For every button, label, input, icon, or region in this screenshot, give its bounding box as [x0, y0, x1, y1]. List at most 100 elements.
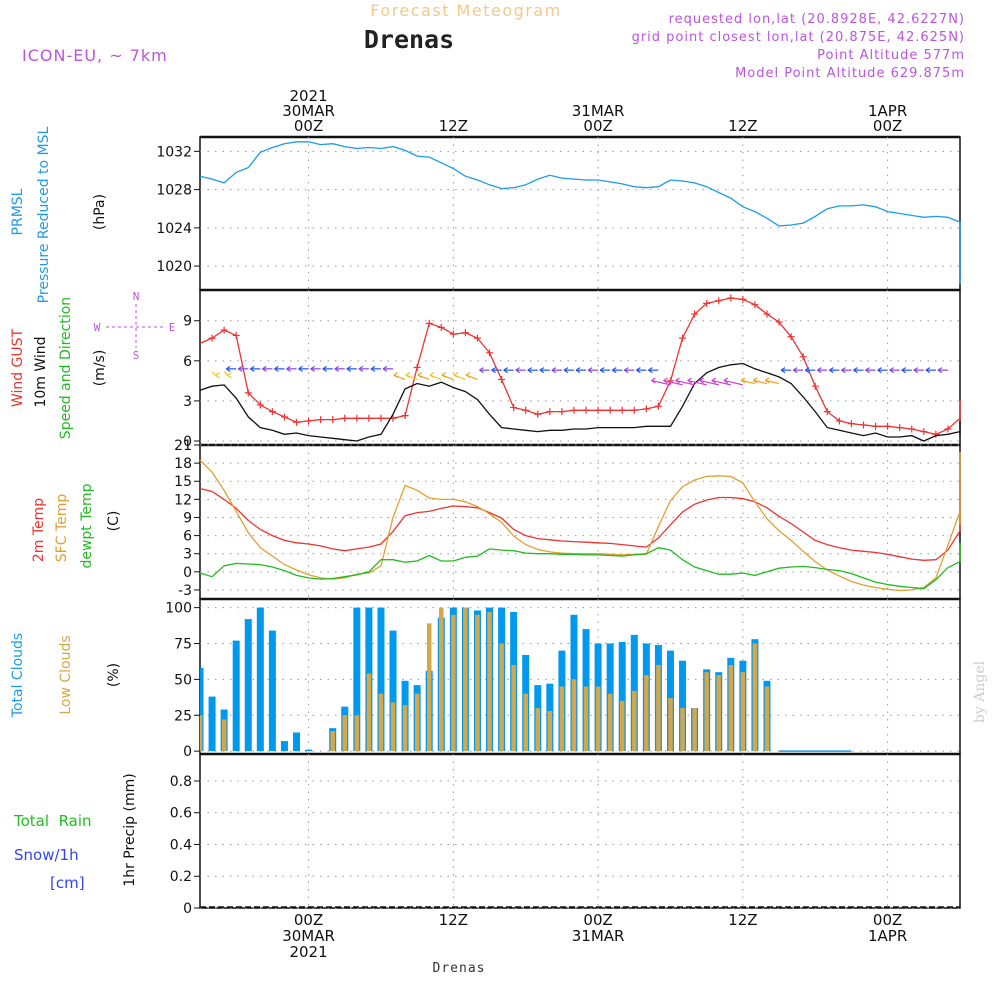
gust-point	[256, 401, 264, 409]
y-tick-label: 0	[183, 434, 192, 450]
gust-point	[847, 420, 855, 428]
wind-arrow	[699, 379, 719, 386]
wind-arrow-head	[651, 377, 656, 384]
wind-arrow-head	[675, 377, 680, 384]
cloud-bar-low	[511, 665, 516, 752]
gust-point	[606, 406, 614, 414]
panel-frame	[199, 753, 961, 909]
gust-point	[654, 402, 662, 410]
compass-e: E	[169, 321, 176, 334]
y-tick-label: 0.4	[170, 837, 192, 853]
wind-arrow	[211, 371, 216, 376]
snow-label: Snow/1h	[14, 846, 79, 864]
cloud-bar-low	[740, 672, 746, 752]
gust-point	[280, 413, 288, 421]
series-line-sfc-temp	[199, 451, 961, 592]
gust-point	[305, 417, 313, 425]
cloud-bar-low	[619, 700, 625, 752]
wind-10m-label: 10m Wind	[33, 336, 49, 407]
wind-arrow-head	[539, 367, 545, 374]
wind-arrow-head	[764, 377, 770, 384]
wind-arrow-head	[370, 365, 376, 372]
total-clouds-label: Total Clouds	[10, 633, 26, 718]
y-tick-label: 50	[174, 672, 192, 688]
wind-arrow-head	[865, 367, 870, 374]
y-tick-label: 15	[174, 474, 192, 490]
y-tick-label: 1020	[156, 259, 192, 275]
cloud-bar-low	[463, 607, 468, 752]
gust-point	[944, 425, 952, 433]
cloud-bar-total	[268, 630, 276, 752]
cloud-bar-low	[583, 686, 589, 752]
panel-frame	[199, 136, 961, 291]
wind-arrow-head	[841, 367, 846, 374]
cloud-bar-low	[414, 693, 420, 752]
cloud-bar-low	[221, 719, 227, 752]
bottom-tick-label: 12Z	[439, 911, 468, 929]
gust-point	[582, 406, 590, 414]
precip-unit-label: 1hr Precip (mm)	[122, 773, 138, 886]
top-tick-label: 31MAR	[572, 102, 625, 120]
y-tick-label: 0	[183, 565, 192, 581]
compass-n: N	[133, 290, 140, 303]
gust-point	[365, 414, 373, 422]
gust-point	[268, 408, 276, 416]
gust-point	[835, 417, 843, 425]
compass-w: W	[94, 321, 101, 334]
gust-point	[473, 334, 481, 342]
gust-point	[799, 353, 807, 361]
cloud-bar-total	[389, 630, 397, 752]
wind-arrow-head	[298, 365, 303, 372]
gust-point	[703, 299, 711, 307]
gust-point	[594, 406, 602, 414]
gust-point	[546, 408, 554, 416]
cloud-bar-total	[293, 732, 301, 752]
gust-point	[534, 410, 542, 418]
footer-location: Drenas	[433, 961, 486, 976]
wind-arrow-head	[804, 367, 810, 374]
y-tick-label: 3	[183, 394, 192, 410]
gust-point	[413, 364, 421, 371]
gust-point	[920, 428, 928, 436]
gust-point	[208, 334, 216, 342]
low-clouds-label: Low Clouds	[58, 635, 74, 714]
wind-arrow-head	[441, 371, 447, 379]
wind-arrow-head	[563, 367, 569, 374]
cloud-bar-low	[451, 614, 456, 752]
temperature-panel: 2m Temp SFC Temp dewpt Temp (C) -3 0 3 6 9 12…	[31, 438, 961, 599]
series-line-2m-temp	[199, 482, 961, 561]
cloud-bar-total	[618, 642, 626, 752]
gust-point	[630, 406, 638, 414]
y-tick-label: 100	[165, 601, 192, 617]
hpa-unit-label: (hPa)	[92, 194, 108, 230]
wind-arrow-head	[405, 371, 411, 379]
top-tick-label: 30MAR	[282, 102, 335, 120]
wind-arrow-head	[752, 377, 758, 384]
model-label: ICON-EU, ~ 7km	[22, 46, 168, 65]
cloud-bar-low	[595, 686, 601, 752]
wind-arrow	[723, 379, 743, 386]
cloud-bar-low	[559, 686, 565, 752]
wind-arrow-head	[853, 367, 858, 374]
gust-point	[401, 412, 409, 420]
cloud-bar-low	[439, 607, 444, 752]
wind-arrow-head	[913, 367, 919, 374]
wind-arrow-head	[491, 367, 496, 374]
gust-point	[449, 330, 457, 338]
gust-point	[293, 418, 301, 426]
wind-arrow-head	[358, 365, 364, 372]
cloud-bar-total	[679, 660, 687, 752]
wind-arrow-head	[465, 371, 471, 379]
wind-arrow-head	[623, 367, 629, 374]
y-tick-label: 0.2	[170, 869, 192, 885]
y-tick-label: 1024	[156, 221, 192, 237]
gust-point	[751, 301, 759, 309]
gust-point	[691, 310, 699, 318]
bottom-tick-label: 30MAR	[282, 927, 335, 945]
pressure-msl-label: Pressure Reduced to MSL	[36, 126, 52, 303]
snow-unit-label: [cm]	[50, 874, 85, 892]
wind-arrow	[765, 379, 780, 385]
top-tick-label: 00Z	[294, 117, 323, 135]
y-tick-label: 18	[174, 456, 192, 472]
